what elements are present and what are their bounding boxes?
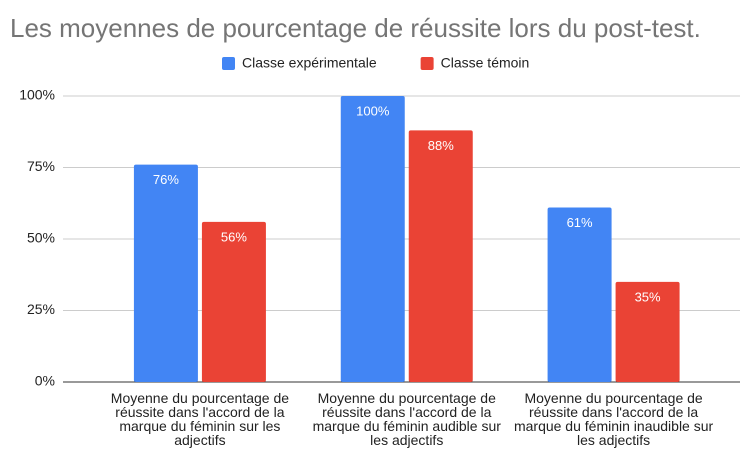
bar [408,130,473,382]
y-tick-label: 75% [27,158,55,174]
value-label: 61% [567,215,593,230]
bar [133,164,198,382]
legend-label: Classe témoin [441,55,530,71]
legend-swatch [222,57,235,70]
value-label: 35% [635,289,661,304]
y-tick-label: 50% [27,230,55,246]
chart-title: Les moyennes de pourcentage de réussite … [10,13,701,43]
legend-swatch [420,57,434,70]
legend-label: Classe expérimentale [242,55,377,71]
bar [547,207,612,382]
value-label: 100% [356,103,390,118]
value-label: 56% [221,229,247,244]
x-tick-label: Moyenne du pourcentage de réussite dans … [513,390,714,448]
value-label: 76% [153,172,179,187]
value-label: 88% [428,138,454,153]
x-tick-label: Moyenne du pourcentage de réussite dans … [312,390,501,448]
x-tick-label: Moyenne du pourcentage de réussite dans … [110,390,290,448]
y-tick-label: 0% [35,373,55,389]
y-tick-label: 25% [27,301,55,317]
y-tick-label: 100% [19,87,55,103]
bar [340,96,405,382]
bar [615,281,680,382]
bar [201,221,266,382]
